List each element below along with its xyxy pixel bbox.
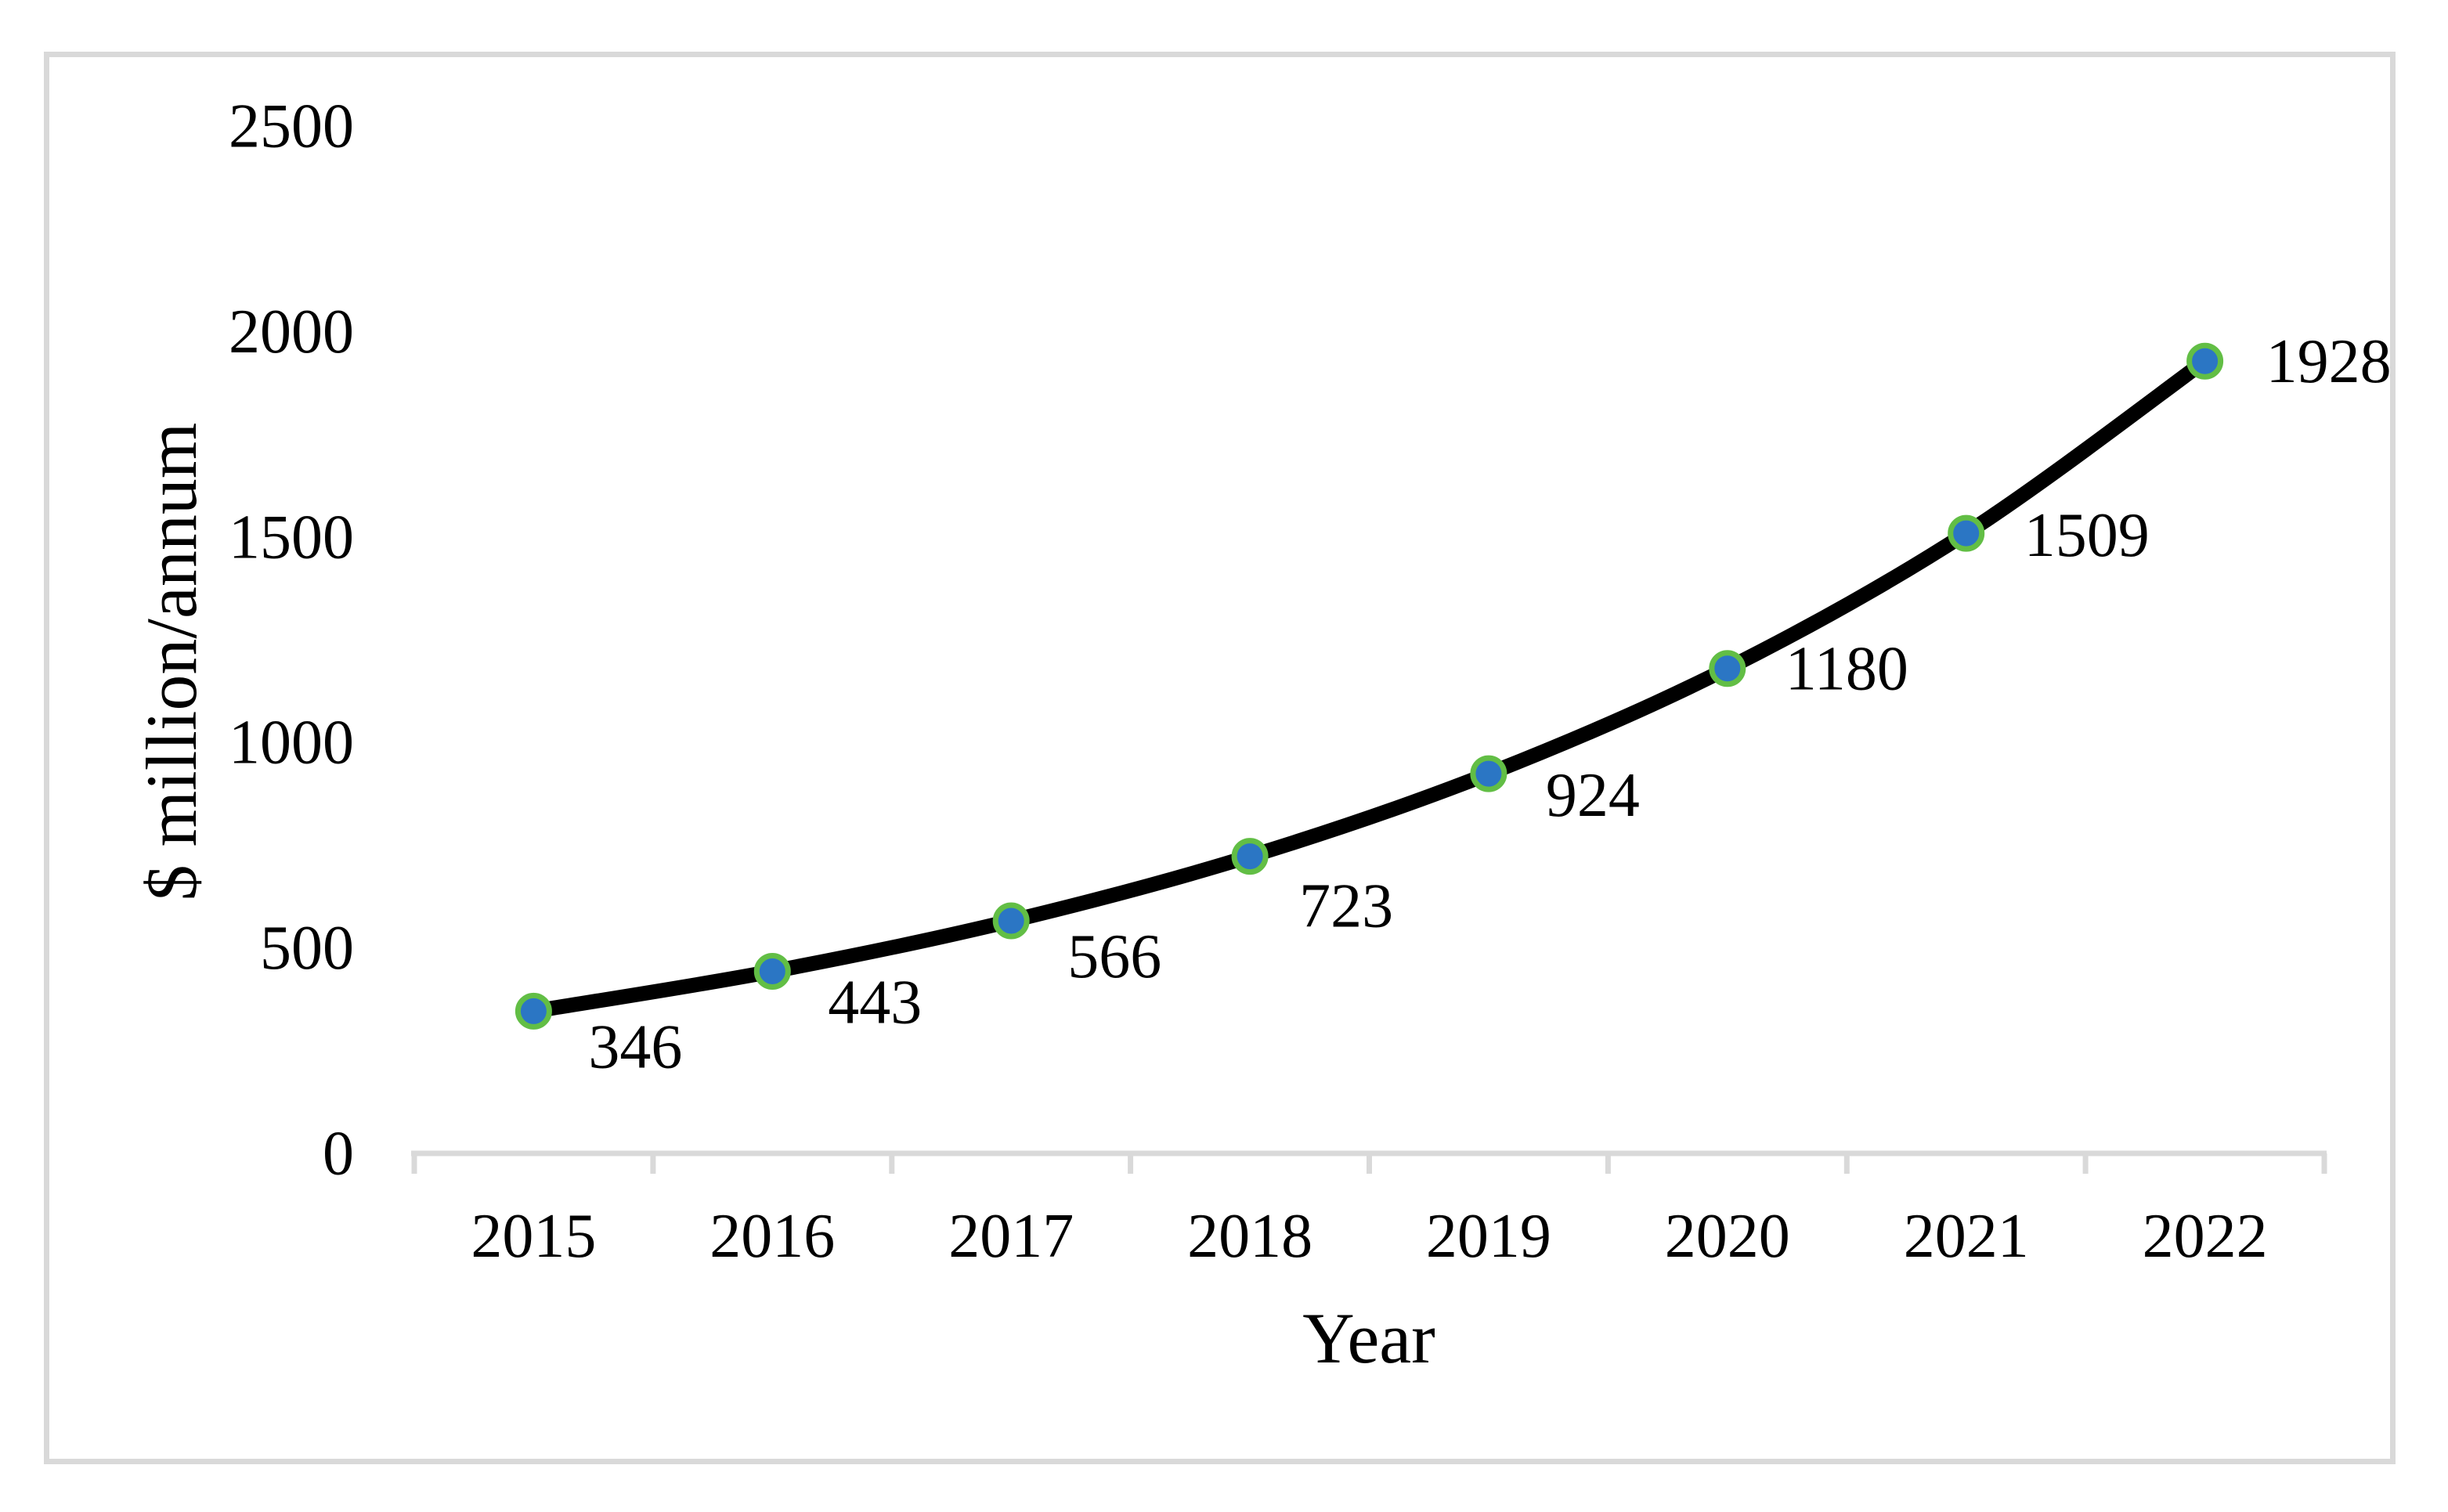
data-point-marker <box>1231 838 1269 875</box>
data-point-label: 346 <box>588 1012 682 1081</box>
data-point-marker <box>515 992 552 1030</box>
data-point-marker <box>1948 514 1985 552</box>
x-axis-tick-labels: 2015 2016 2017 2018 2019 2020 2021 2022 <box>471 1202 2267 1271</box>
y-tick-label: 0 <box>323 1120 354 1189</box>
chart-frame <box>44 52 2396 1464</box>
x-tick-label: 2016 <box>709 1202 835 1271</box>
x-tick-label: 2018 <box>1187 1202 1312 1271</box>
x-axis <box>411 1150 2327 1174</box>
data-point-label: 443 <box>828 969 922 1037</box>
y-tick-label: 1500 <box>229 503 354 572</box>
data-point-marker <box>1709 650 1746 687</box>
data-point-label: 924 <box>1546 761 1640 830</box>
x-tick-label: 2019 <box>1426 1202 1551 1271</box>
data-point-label: 1180 <box>1785 635 1908 704</box>
data-point-marker <box>992 902 1030 940</box>
data-point-label: 566 <box>1067 922 1161 991</box>
data-point-label: 1928 <box>2266 327 2392 396</box>
y-tick-label: 2500 <box>229 92 354 161</box>
x-axis-title: Year <box>1302 1298 1435 1378</box>
data-point-marker <box>753 953 791 990</box>
x-tick-label: 2020 <box>1665 1202 1790 1271</box>
data-point-label: 1509 <box>2024 501 2150 570</box>
y-tick-label: 2000 <box>229 298 354 366</box>
x-tick-label: 2021 <box>1904 1202 2029 1271</box>
y-axis-title: $ million/annum <box>132 423 211 901</box>
x-tick-label: 2022 <box>2143 1202 2268 1271</box>
series-group <box>515 342 2224 1030</box>
y-tick-label: 500 <box>260 914 354 983</box>
data-point-marker <box>1470 755 1507 792</box>
x-tick-label: 2015 <box>471 1202 596 1271</box>
data-labels-group: 346 443 566 723 924 1180 1509 1928 <box>588 327 2391 1081</box>
x-tick-label: 2017 <box>948 1202 1074 1271</box>
data-point-label: 723 <box>1299 872 1393 941</box>
y-axis-tick-labels: 0 500 1000 1500 2000 2500 <box>229 92 354 1189</box>
data-point-marker <box>2186 342 2224 380</box>
y-tick-label: 1000 <box>229 709 354 778</box>
